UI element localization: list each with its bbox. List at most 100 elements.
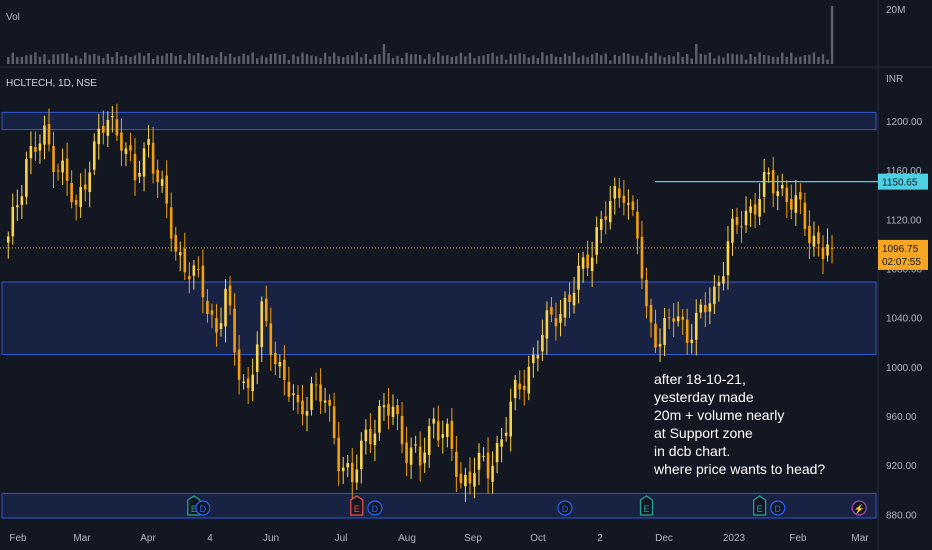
candle-body: [826, 244, 829, 256]
volume-bar: [206, 57, 209, 64]
volume-pane: Vol 20M: [6, 5, 905, 64]
volume-bar: [726, 53, 730, 64]
event-marker-label: E: [191, 504, 197, 514]
volume-bar: [138, 52, 141, 64]
volume-bar: [631, 55, 635, 64]
volume-bar: [400, 57, 404, 64]
time-axis: Feb Mar Apr 4 Jun Jul Aug Sep Oct 2 Dec 2023 Feb Mar: [9, 533, 869, 544]
candle-body: [780, 184, 784, 189]
x-tick-label: 2: [597, 533, 603, 544]
volume-bar: [188, 53, 191, 64]
candle-body: [749, 206, 752, 213]
volume-bar: [405, 52, 408, 64]
volume-bar: [600, 55, 603, 64]
volume-bar: [305, 54, 309, 64]
volume-bar: [744, 59, 748, 64]
volume-bar: [323, 52, 327, 64]
candle-body: [468, 471, 472, 484]
candle-body: [790, 199, 793, 210]
y-tick-label: 1000.00: [886, 363, 923, 374]
volume-bar: [283, 53, 286, 64]
candle-body: [292, 393, 295, 396]
candle-body: [387, 404, 390, 416]
candle-body: [676, 316, 680, 322]
candle-body: [744, 210, 748, 226]
candle-body: [314, 384, 318, 386]
candle-body: [97, 128, 101, 145]
volume-bar: [124, 55, 128, 64]
annotation-line: in dcb chart.: [654, 443, 730, 459]
candle-body: [486, 452, 490, 479]
candle-body: [165, 175, 168, 204]
candle-body: [373, 433, 377, 445]
candle-body: [518, 383, 522, 390]
candle-body: [418, 446, 422, 466]
candle-body: [717, 282, 721, 286]
candle-body: [188, 275, 191, 280]
volume-bar: [455, 56, 458, 64]
candle-body: [672, 318, 675, 322]
volume-bar: [242, 53, 245, 64]
candle-body: [264, 298, 268, 321]
candle-body: [554, 318, 558, 327]
volume-bar: [740, 54, 743, 64]
candle-body: [364, 429, 368, 442]
volume-bar: [527, 57, 530, 64]
volume-bar: [618, 55, 621, 64]
candle-body: [808, 225, 811, 244]
candle-body: [522, 385, 526, 390]
candle-body: [201, 265, 205, 298]
volume-bar: [351, 55, 354, 64]
candle-body: [581, 257, 585, 269]
candle-body: [169, 207, 173, 239]
candle-body: [704, 305, 707, 313]
volume-bar: [459, 52, 463, 64]
volume-bar: [314, 56, 318, 64]
x-tick-label: Mar: [73, 533, 91, 544]
volume-bar: [486, 54, 490, 64]
annotation-line: after 18-10-21,: [654, 371, 746, 387]
volume-bar: [292, 54, 295, 64]
volume-bar: [215, 57, 218, 64]
volume-bar: [88, 54, 91, 64]
y-tick-label: 1120.00: [886, 215, 922, 226]
candle-body: [106, 119, 110, 136]
volume-bar: [265, 57, 268, 64]
event-marker-label: D: [372, 504, 379, 514]
candle-body: [246, 378, 250, 389]
candle-body: [776, 191, 780, 197]
volume-bar: [437, 52, 440, 64]
candle-body: [681, 316, 684, 320]
candle-body: [228, 285, 232, 306]
volume-bar: [772, 56, 775, 64]
volume-bar: [179, 55, 182, 64]
volume-bar: [56, 54, 60, 64]
candle-body: [369, 428, 372, 445]
volume-bar: [808, 54, 811, 64]
volume-bar: [550, 53, 553, 64]
volume-bar: [346, 55, 349, 64]
candle-body: [613, 186, 617, 199]
volume-bar: [20, 56, 24, 64]
candle-body: [346, 462, 350, 468]
x-tick-label: Feb: [9, 533, 27, 544]
candle-body: [658, 343, 662, 347]
volume-bar: [767, 55, 770, 64]
volume-bar: [219, 52, 223, 64]
candle-body: [631, 201, 635, 210]
candle-body: [450, 420, 454, 449]
candle-body: [174, 234, 178, 252]
volume-bar: [708, 52, 712, 64]
candle-body: [219, 323, 223, 330]
candle-body: [129, 145, 132, 151]
candle-body: [473, 473, 476, 487]
volume-bar: [251, 52, 254, 64]
volume-bar: [25, 55, 28, 64]
volume-bar: [717, 55, 721, 64]
candle-body: [83, 184, 87, 190]
volume-bar: [409, 54, 413, 64]
candle-body: [183, 248, 187, 273]
candle-body: [278, 361, 282, 367]
volume-bar: [568, 55, 571, 64]
